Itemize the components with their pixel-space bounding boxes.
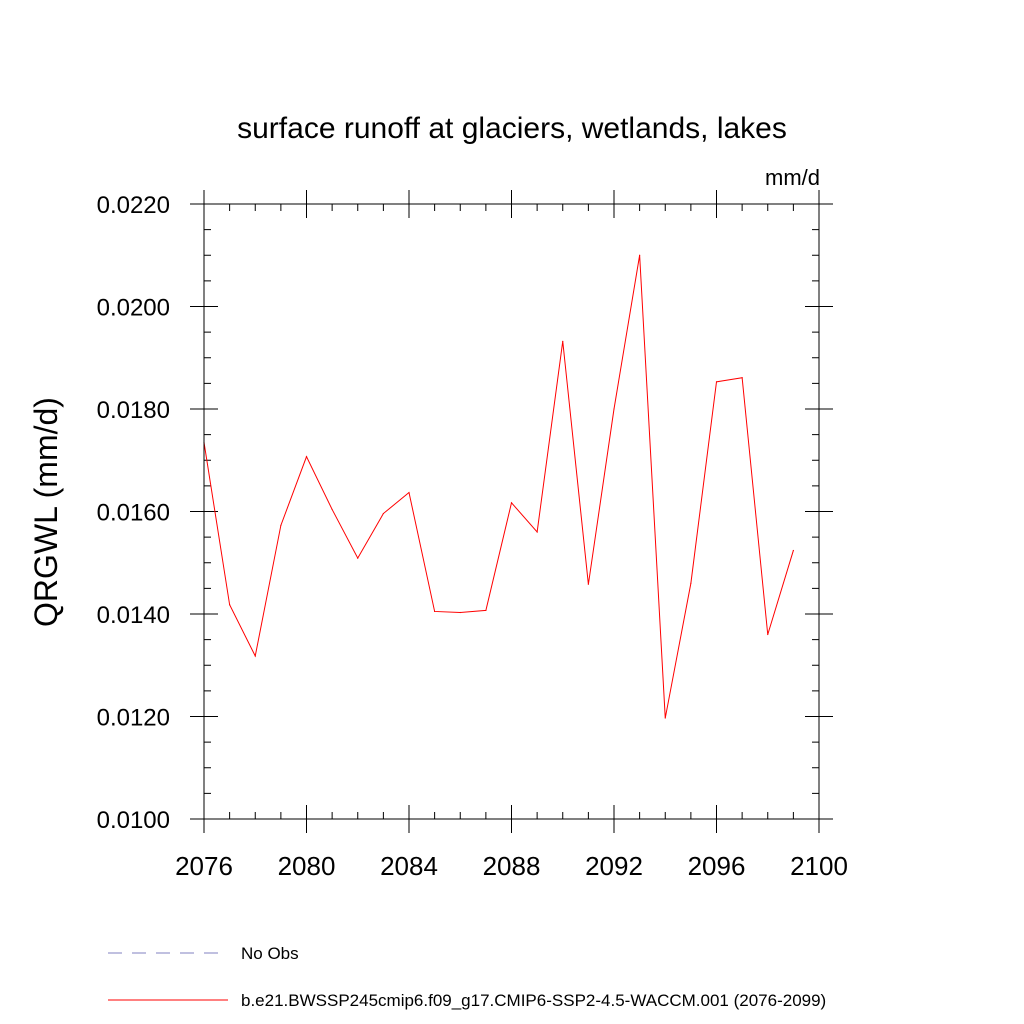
data-point	[767, 633, 769, 636]
x-tick-label: 2080	[278, 851, 336, 881]
data-point	[639, 254, 641, 256]
data-point	[485, 609, 487, 612]
data-point	[331, 508, 333, 511]
x-tick-label: 2088	[483, 851, 541, 881]
y-tick-label: 0.0180	[97, 397, 170, 424]
data-point	[305, 456, 308, 458]
minor-ticks	[204, 204, 819, 819]
data-point	[254, 655, 256, 657]
y-tick-label: 0.0120	[97, 705, 170, 732]
legend-label-model: b.e21.BWSSP245cmip6.f09_g17.CMIP6-SSP2-4…	[241, 991, 826, 1010]
data-point	[664, 717, 666, 719]
data-point	[229, 604, 231, 606]
x-tick-label: 2092	[585, 851, 643, 881]
legend-item-model: b.e21.BWSSP245cmip6.f09_g17.CMIP6-SSP2-4…	[108, 991, 826, 1010]
legend-item-no-obs: No Obs	[108, 944, 299, 963]
data-point	[382, 512, 384, 515]
data-point	[792, 549, 794, 552]
series-layer	[203, 254, 794, 719]
units-label: mm/d	[765, 165, 820, 190]
x-tick-label: 2096	[688, 851, 746, 881]
data-point	[587, 583, 589, 585]
y-tick-label: 0.0200	[97, 295, 170, 322]
data-point	[459, 611, 461, 614]
data-point	[536, 531, 538, 533]
x-tick-label: 2084	[380, 851, 438, 881]
x-tick-label: 2076	[175, 851, 233, 881]
y-tick-labels: 0.0100 0.0120 0.0140 0.0160 0.0180 0.0200 0.02…	[97, 192, 170, 834]
data-point	[690, 582, 692, 584]
data-point	[715, 381, 718, 383]
data-point	[741, 377, 743, 379]
data-point	[408, 491, 410, 494]
x-tick-labels: 2076 2080 2084 2088 2092 2096 2100	[175, 851, 848, 881]
plot-frame	[203, 203, 820, 820]
y-tick-label: 0.0220	[97, 192, 170, 219]
x-tick-label: 2100	[790, 851, 848, 881]
legend: No Obs b.e21.BWSSP245cmip6.f09_g17.CMIP6…	[108, 944, 826, 1010]
chart-title: surface runoff at glaciers, wetlands, la…	[237, 112, 787, 145]
data-point	[562, 340, 564, 342]
data-point	[280, 524, 282, 526]
y-tick-label: 0.0160	[97, 500, 170, 527]
legend-label-no-obs: No Obs	[241, 944, 299, 963]
data-point	[510, 502, 513, 504]
y-axis-label: QRGWL (mm/d)	[28, 397, 64, 627]
y-tick-label: 0.0100	[97, 807, 170, 834]
data-point	[613, 408, 615, 410]
y-tick-label: 0.0140	[97, 602, 170, 629]
series-line	[203, 255, 794, 719]
data-point	[357, 557, 359, 559]
data-point	[434, 610, 436, 613]
